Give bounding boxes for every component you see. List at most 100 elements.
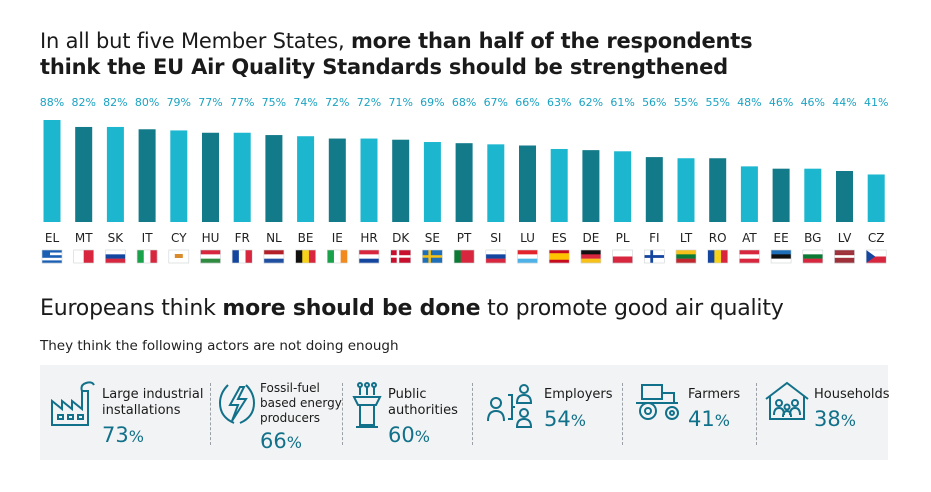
category-label: SK (108, 231, 125, 245)
bar-es (550, 148, 568, 222)
actor-value: 38% (814, 407, 856, 431)
bar-bg (804, 168, 822, 222)
actor-label: Public authorities (388, 387, 458, 418)
category-label: IT (142, 231, 154, 245)
bar-it (138, 129, 156, 222)
category-label: HR (360, 231, 377, 245)
category-label: NL (266, 231, 282, 245)
bar-ee (772, 168, 790, 222)
divider (622, 383, 623, 445)
bar-mt (75, 126, 93, 222)
flag-si-icon (485, 249, 507, 264)
actor-public: Public authorities 60% (352, 377, 472, 452)
data-label: 62% (579, 96, 603, 109)
data-label: 68% (452, 96, 476, 109)
flag-es-icon (548, 249, 570, 264)
bar-pt (455, 143, 473, 222)
flag-ro-icon (707, 249, 729, 264)
flag-nl-icon (263, 249, 285, 264)
flag-hr-icon (358, 249, 380, 264)
data-label: 61% (610, 96, 634, 109)
bar-fi (645, 157, 663, 222)
category-label: PT (457, 231, 472, 245)
category-label: SI (490, 231, 501, 245)
flag-hu-icon (200, 249, 221, 264)
flag-fr-icon (231, 249, 253, 264)
bar-se (423, 142, 441, 222)
bar-hu (202, 132, 219, 222)
data-label: 82% (103, 96, 127, 109)
data-label: 77% (198, 96, 222, 109)
category-label: EE (774, 231, 789, 245)
category-label: FR (235, 231, 250, 245)
employees-icon (487, 384, 533, 428)
data-label: 66% (515, 96, 539, 109)
data-label: 74% (293, 96, 317, 109)
bar-sk (106, 126, 124, 222)
actor-fossil: Fossil-fuel based energy producers 66% (218, 377, 348, 453)
bar-el (43, 120, 61, 222)
factory-icon (51, 381, 95, 426)
tractor-icon (636, 384, 679, 420)
data-label: 77% (230, 96, 254, 109)
actor-label: Employers (544, 387, 613, 402)
section-subtitle: They think the following actors are not … (40, 338, 399, 354)
category-label: IE (332, 231, 343, 245)
actor-label: Fossil-fuel based energy producers (260, 381, 342, 425)
flag-cz-icon (865, 249, 887, 264)
flag-ie-icon (326, 249, 348, 264)
flag-dk-icon (390, 249, 412, 264)
chart-title-line2: think the EU Air Quality Standards shoul… (40, 55, 729, 79)
data-label: 80% (135, 96, 159, 109)
actor-value: 73% (102, 423, 144, 447)
flag-cy-icon (168, 249, 190, 264)
category-label: CZ (868, 231, 885, 245)
data-label: 69% (420, 96, 444, 109)
actor-industrial: Large industrial installations 73% (48, 377, 208, 452)
flag-fi-icon (643, 249, 665, 264)
actor-value: 60% (388, 423, 430, 447)
bar-nl (265, 135, 283, 222)
category-label: CY (171, 231, 187, 245)
category-label: SE (425, 231, 440, 245)
category-label: HU (202, 231, 220, 245)
flag-pt-icon (453, 249, 475, 264)
data-label: 79% (167, 96, 191, 109)
category-label: EL (45, 231, 60, 245)
data-label: 71% (388, 96, 412, 109)
actor-employers: Employers 54% (486, 377, 616, 452)
bar-pl (614, 151, 632, 222)
divider (210, 383, 211, 445)
flag-ee-icon (770, 249, 792, 264)
category-label: MT (75, 231, 93, 245)
category-label: FI (649, 231, 659, 245)
chart-title-line1: In all but five Member States, more than… (40, 29, 753, 53)
data-label: 55% (705, 96, 729, 109)
chart-title: In all but five Member States, more than… (40, 28, 753, 80)
flag-el-icon (41, 249, 63, 264)
podium-icon (352, 382, 382, 428)
category-label: LV (838, 231, 852, 245)
divider (342, 383, 343, 445)
category-label: RO (709, 231, 727, 245)
category-label: ES (552, 231, 567, 245)
bar-cz (867, 174, 885, 222)
data-label: 88% (40, 96, 64, 109)
bar-ie (328, 138, 346, 222)
category-label: DK (392, 231, 410, 245)
data-label: 55% (674, 96, 698, 109)
data-label: 41% (864, 96, 888, 109)
category-label: AT (742, 231, 757, 245)
bar-lt (677, 158, 695, 222)
household-icon (765, 381, 809, 420)
divider (756, 383, 757, 445)
bar-chart: 88% EL 82% MT 82% SK 80% IT 79% CY 77% HU 77% FR 75% NL… (40, 96, 888, 264)
data-label: 63% (547, 96, 571, 109)
flag-be-icon (295, 249, 316, 264)
category-label: PL (616, 231, 630, 245)
data-label: 82% (71, 96, 95, 109)
bar-hr (360, 138, 378, 222)
actor-farmers: Farmers 41% (634, 377, 754, 452)
flag-mt-icon (73, 249, 94, 264)
flag-lu-icon (517, 249, 538, 264)
